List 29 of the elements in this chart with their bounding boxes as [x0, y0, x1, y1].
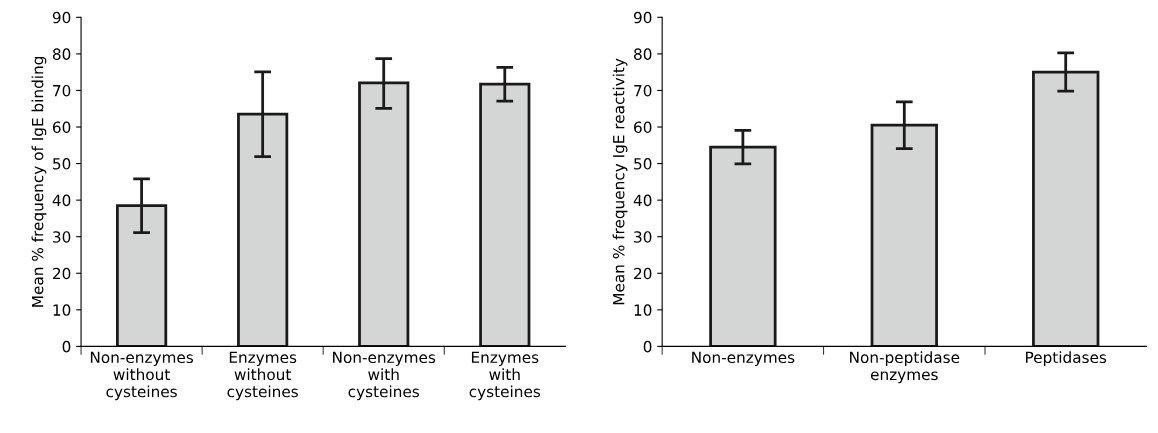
- y-tick-label: 30: [53, 231, 71, 243]
- x-tick-label: Peptidases: [1026, 351, 1107, 367]
- x-tick-label: Non-peptidase enzymes: [850, 351, 960, 384]
- y-tick-label: 40: [52, 194, 71, 207]
- y-tick-label: 10: [53, 304, 71, 316]
- x-tick-label: Enzymes with cysteines: [469, 351, 541, 401]
- x-tick-label: Enzymes without cysteines: [227, 351, 298, 401]
- y-tick-label: 80: [634, 48, 652, 60]
- y-axis-title: Mean % frequency of IgE binding: [31, 56, 47, 307]
- y-tick-label: 80: [52, 48, 71, 60]
- y-tick-label: 50: [53, 158, 71, 170]
- y-axis-title: Mean % frequency IgE reactivity: [612, 58, 628, 305]
- y-tick-label: 70: [634, 84, 652, 97]
- y-tick-label: 60: [52, 121, 71, 134]
- y-tick-label: 90: [633, 11, 652, 24]
- y-tick-label: 0: [643, 340, 652, 353]
- x-tick-label: Non-enzymes with cysteines: [333, 351, 436, 401]
- y-tick-label: 20: [53, 267, 71, 280]
- y-tick-label: 40: [633, 194, 652, 207]
- x-tick-label: Non-enzymes without cysteines: [90, 351, 194, 401]
- y-tick-label: 10: [634, 304, 652, 316]
- y-tick-label: 60: [634, 121, 652, 134]
- y-tick-label: 0: [62, 340, 71, 353]
- y-tick-label: 90: [52, 11, 71, 24]
- x-tick-label: Non-enzymes: [692, 351, 795, 367]
- y-tick-label: 50: [634, 158, 652, 170]
- y-tick-label: 20: [634, 267, 652, 280]
- y-tick-label: 70: [53, 84, 71, 97]
- y-tick-label: 30: [634, 231, 652, 243]
